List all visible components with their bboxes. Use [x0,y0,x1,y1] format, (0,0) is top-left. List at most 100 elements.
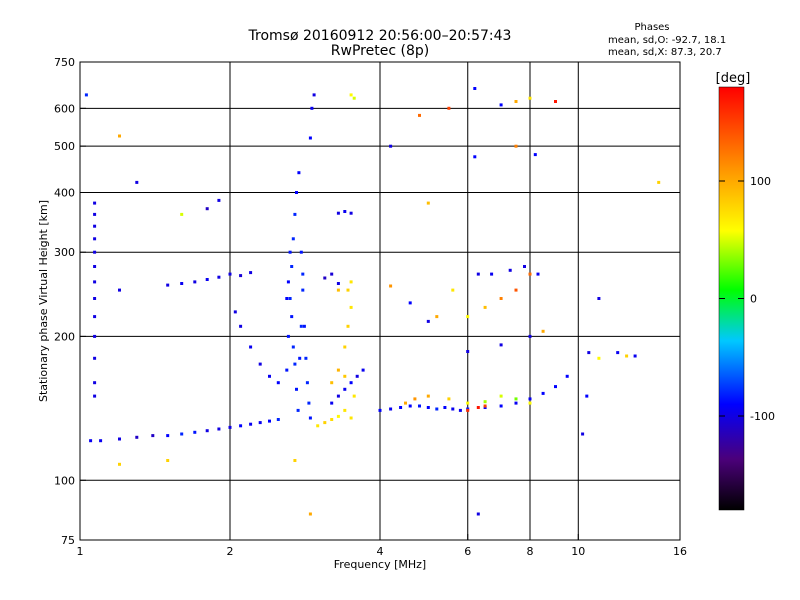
data-point [554,100,557,103]
data-point [528,272,532,276]
data-point [299,324,303,328]
data-point [217,198,221,202]
data-point [473,87,477,90]
data-point [352,96,356,100]
data-point [205,278,209,281]
data-point [258,362,262,366]
data-point [408,404,412,408]
data-point [616,351,620,355]
data-point [93,201,97,205]
y-tick-label: 500 [54,140,75,153]
data-point [466,408,470,412]
data-point [352,394,356,398]
data-point [343,345,347,349]
data-point [290,315,294,319]
data-point [541,391,545,395]
data-point [239,324,243,328]
data-point [346,324,350,328]
data-point [443,406,447,409]
data-point [343,374,347,378]
data-point [93,381,97,385]
x-tick-label: 4 [377,545,384,558]
data-point [84,93,88,97]
legend-line-o: mean, sd,O: -92.7, 18.1 [608,35,726,46]
data-point [312,93,316,97]
x-tick-label: 16 [673,545,687,558]
data-point [93,280,97,284]
data-point [476,406,480,409]
colorbar-ticks: 100 0 -100 [719,175,775,423]
data-point [483,404,487,408]
data-point [418,113,421,117]
data-point [528,334,532,338]
data-point [399,406,403,409]
data-point [93,315,97,319]
data-point [249,345,253,349]
data-point [466,315,470,319]
data-point [355,374,359,378]
data-point [435,407,439,411]
data-point [483,305,487,309]
data-point [349,280,353,284]
data-point [166,283,170,287]
data-point [413,397,417,401]
data-point [258,421,262,425]
data-point [499,404,503,408]
data-point [304,356,308,360]
data-point [135,435,139,439]
data-point [499,297,503,300]
data-point [349,416,353,420]
y-tick-label: 75 [61,534,75,547]
data-point [308,136,312,140]
data-point [180,212,184,216]
x-axis-label: Frequency [MHz] [334,558,426,571]
x-tick-label: 1 [77,545,84,558]
data-point [285,368,289,372]
data-point [458,408,462,412]
data-point [93,237,97,241]
data-point [565,374,569,378]
y-tick-label: 400 [54,186,75,199]
data-points [84,87,661,516]
data-point [330,401,334,405]
data-point [180,282,184,285]
data-point [166,459,170,462]
data-point [93,334,97,338]
data-point [426,201,430,205]
data-point [166,434,170,438]
data-point [268,374,271,378]
data-point [343,408,347,412]
data-point [249,422,253,426]
data-point [435,315,439,319]
data-point [307,401,311,405]
data-point [323,421,327,425]
data-point [499,103,503,107]
legend-line-x: mean, sd,X: 87.3, 20.7 [608,47,722,58]
grid-lines [80,62,680,540]
data-point [228,425,232,429]
data-point [151,434,155,438]
data-point [533,153,537,157]
data-point [316,424,320,428]
data-point [523,265,526,268]
data-point [180,432,184,436]
data-point [323,276,327,280]
data-point [483,400,487,404]
data-point [93,224,97,228]
data-point [585,394,589,398]
data-point [349,211,353,215]
data-point [135,180,139,184]
data-point [118,462,121,466]
data-point [233,310,237,314]
data-point [336,368,340,372]
data-point [285,297,289,300]
data-point [378,408,382,412]
data-point [301,288,305,292]
data-point [541,329,545,333]
data-point [426,394,430,398]
data-point [118,437,121,441]
data-point [217,427,221,431]
data-point [286,280,290,284]
data-point [89,439,93,443]
data-point [349,93,353,97]
